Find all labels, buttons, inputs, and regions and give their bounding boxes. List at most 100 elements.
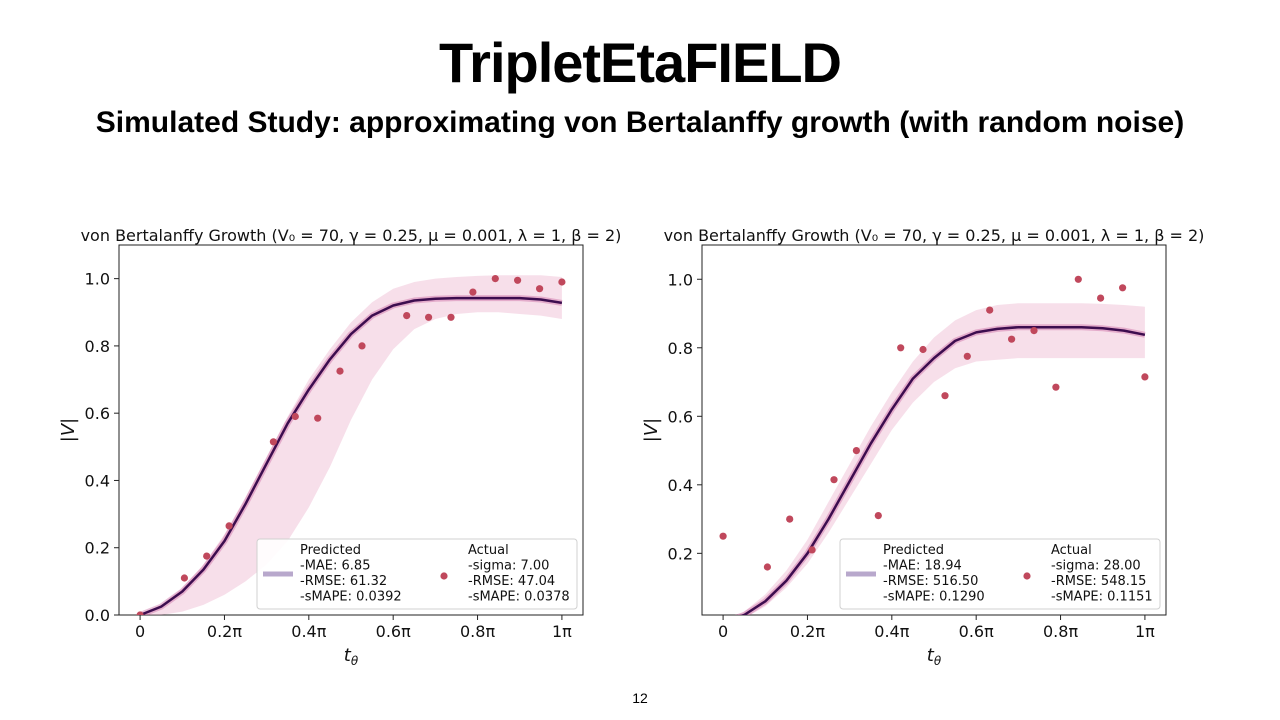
y-tick-label: 0.8 [85, 337, 110, 356]
actual-point [269, 438, 277, 446]
legend-predicted-text: -RMSE: 61.32 [300, 574, 387, 589]
x-axis-label: tθ [927, 645, 942, 668]
actual-point [314, 414, 322, 422]
x-tick-label: 1π [552, 622, 572, 641]
actual-point [1074, 275, 1082, 283]
actual-point [919, 345, 927, 354]
actual-point [403, 312, 411, 320]
chart-title: von Bertalanffy Growth (V₀ = 70, γ = 0.2… [81, 226, 622, 245]
legend-actual-text: -sigma: 28.00 [1051, 559, 1141, 574]
x-tick-label: 1π [1135, 622, 1155, 641]
actual-point [830, 476, 838, 484]
y-tick-label: 0.0 [85, 606, 110, 625]
actual-point [447, 313, 455, 321]
legend: Predicted-MAE: 6.85-RMSE: 61.32-sMAPE: 0… [256, 538, 578, 610]
actual-point [808, 546, 816, 554]
legend-actual-text: Actual [468, 543, 509, 558]
predicted-line [139, 296, 563, 615]
legend-actual-marker [440, 572, 448, 580]
y-tick-label: 0.2 [668, 544, 693, 563]
x-tick-label: 0.2π [207, 622, 242, 641]
plot-frame [701, 244, 1167, 616]
x-tick-label: 0.4π [874, 622, 909, 641]
actual-point [874, 511, 882, 520]
actual-point [514, 276, 522, 284]
chart-title: von Bertalanffy Growth (V₀ = 70, γ = 0.2… [664, 226, 1205, 245]
legend-predicted-text: -MAE: 6.85 [300, 559, 370, 574]
y-tick-label: 0.8 [668, 339, 693, 358]
y-tick-label: 1.0 [85, 270, 110, 289]
slide-title: TripletEtaFIELD [439, 31, 842, 94]
actual-point [469, 288, 477, 296]
actual-point [786, 515, 794, 523]
prediction-band [140, 275, 562, 615]
x-tick-label: 0.4π [291, 622, 326, 641]
actual-point [425, 313, 433, 321]
legend-predicted-text: -MAE: 18.94 [883, 559, 962, 574]
x-tick-label: 0.6π [959, 622, 994, 641]
y-axis-label: |V| [58, 418, 79, 442]
legend: Predicted-MAE: 18.94-RMSE: 516.50-sMAPE:… [839, 538, 1161, 610]
actual-point [225, 522, 233, 530]
actual-point [719, 532, 727, 540]
legend-actual-text: -sMAPE: 0.0378 [468, 590, 570, 605]
actual-point [1097, 294, 1105, 302]
legend-actual-text: -RMSE: 548.15 [1051, 574, 1146, 589]
chart-2: von Bertalanffy Growth (V₀ = 70, γ = 0.2… [641, 226, 1204, 668]
actual-point [536, 285, 544, 293]
actual-point [1052, 383, 1060, 391]
x-tick-label: 0.6π [376, 622, 411, 641]
legend-actual-text: Actual [1051, 543, 1092, 558]
legend-actual-marker [1023, 572, 1031, 580]
x-tick-label: 0.2π [790, 622, 825, 641]
y-axis-label: |V| [641, 418, 662, 442]
y-tick-label: 0.6 [85, 404, 110, 423]
slide-subtitle: Simulated Study: approximating von Berta… [95, 106, 1185, 139]
actual-point [1030, 327, 1038, 335]
legend-predicted-text: Predicted [300, 543, 361, 558]
actual-point [1008, 335, 1016, 343]
actual-point [763, 563, 772, 571]
x-tick-label: 0 [718, 622, 728, 641]
x-axis-label: tθ [344, 645, 359, 668]
actual-point [1141, 373, 1149, 381]
plot-area [136, 275, 566, 615]
actual-point [1119, 284, 1127, 292]
actual-point [558, 278, 566, 286]
x-tick-label: 0.8π [1043, 622, 1078, 641]
legend-actual-text: -RMSE: 47.04 [468, 574, 555, 589]
actual-point [180, 574, 188, 582]
legend-predicted-text: -sMAPE: 0.1290 [883, 590, 985, 605]
actual-point [941, 392, 949, 400]
y-tick-label: 0.4 [668, 476, 693, 495]
legend-actual-text: -sigma: 7.00 [468, 559, 549, 574]
legend-box [839, 538, 1161, 610]
legend-predicted-text: -sMAPE: 0.0392 [300, 590, 402, 605]
plot-area [719, 275, 1149, 615]
actual-point [986, 306, 994, 314]
legend-box [256, 538, 578, 610]
actual-point [963, 352, 971, 360]
x-tick-label: 0 [135, 622, 145, 641]
x-tick-label: 0.8π [460, 622, 495, 641]
legend-actual-text: -sMAPE: 0.1151 [1051, 590, 1153, 605]
y-tick-label: 1.0 [668, 270, 693, 289]
legend-predicted-text: -RMSE: 516.50 [883, 574, 978, 589]
predicted-line [740, 325, 1146, 615]
page-number: 12 [632, 690, 648, 706]
chart-1: von Bertalanffy Growth (V₀ = 70, γ = 0.2… [58, 226, 621, 668]
actual-point [203, 552, 211, 560]
actual-point [291, 412, 299, 421]
actual-point [136, 611, 144, 615]
plot-frame [118, 244, 584, 616]
legend-predicted-text: Predicted [883, 543, 944, 558]
actual-point [852, 447, 861, 455]
actual-point [336, 367, 344, 375]
actual-point [897, 344, 905, 352]
y-tick-label: 0.4 [85, 471, 110, 490]
y-tick-label: 0.6 [668, 407, 693, 426]
y-tick-label: 0.2 [85, 539, 110, 558]
actual-point [358, 342, 366, 350]
actual-point [491, 275, 499, 283]
